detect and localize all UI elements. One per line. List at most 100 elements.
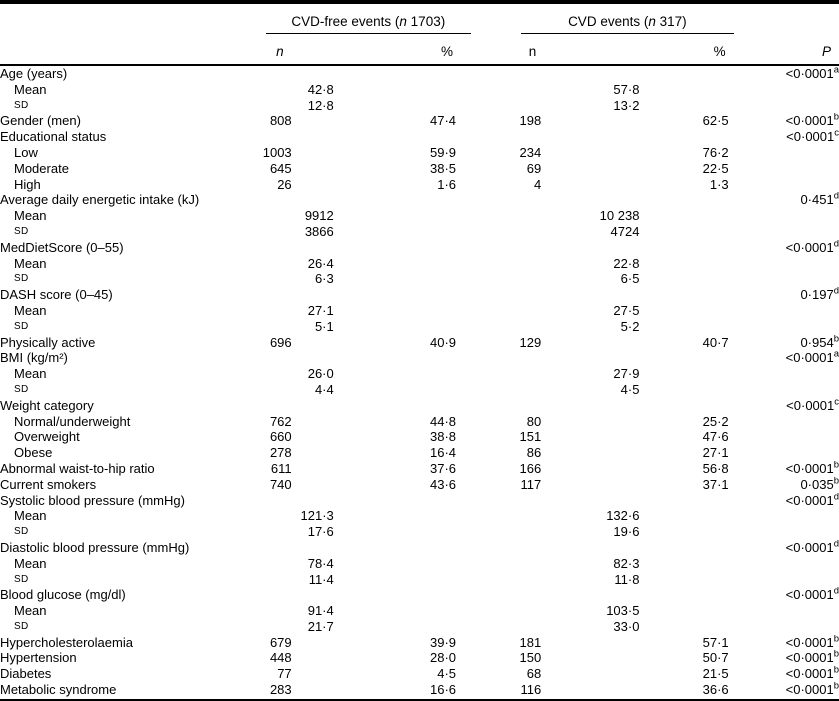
spacer-cell xyxy=(541,34,640,66)
cvdfree-n xyxy=(233,208,292,224)
cvdevents-mean-sd: 57·8 xyxy=(613,81,640,97)
p-value-cell: <0·0001a xyxy=(729,350,839,366)
cvdevents-mean-sd xyxy=(541,666,639,682)
cvdfree-n xyxy=(233,287,292,303)
p-value-cell: 0·035b xyxy=(729,476,839,493)
p-value-cell xyxy=(729,603,839,619)
cvdevents-n xyxy=(456,619,541,635)
row-label: Average daily energetic intake (kJ) xyxy=(0,192,200,208)
row-label: Low xyxy=(14,144,38,160)
row-label: Diastolic blood pressure (mmHg) xyxy=(0,539,190,555)
cvdfree-n xyxy=(233,603,292,619)
row-label: Current smokers xyxy=(0,476,97,492)
row-label: SD xyxy=(14,273,29,285)
row-label: SD xyxy=(14,573,29,585)
row-label: Moderate xyxy=(14,160,69,176)
cvdfree-mean-sd xyxy=(292,682,334,698)
cvdfree-n xyxy=(233,192,292,208)
cvdfree-pct xyxy=(334,287,456,303)
row-label: Hypercholesterolaemia xyxy=(0,634,133,650)
cvdevents-n: 151 xyxy=(519,429,542,445)
cvdevents-mean-sd xyxy=(541,429,639,445)
cvdevents-pct xyxy=(639,350,728,366)
cvdfree-mean-sd xyxy=(292,287,334,303)
cvdfree-n xyxy=(233,398,292,414)
cvdfree-n xyxy=(233,619,292,635)
cvdevents-mean-sd xyxy=(541,192,639,208)
cvdfree-n xyxy=(233,224,292,240)
cvdfree-pct: 38·8 xyxy=(430,429,457,445)
cvdevents-n: 117 xyxy=(520,476,542,492)
baseline-characteristics-table: CVD-free events (n 1703) CVD events (n 3… xyxy=(0,4,839,698)
table-row: Mean 26·0 27·9 xyxy=(0,366,839,382)
cvdfree-pct xyxy=(334,303,456,319)
cvdevents-n xyxy=(456,382,541,398)
cvdfree-pct: 59·9 xyxy=(430,144,457,160)
row-label: Mean xyxy=(14,208,47,224)
p-value-cell xyxy=(729,256,839,272)
cvdfree-pct xyxy=(334,524,456,540)
cvdfree-pct xyxy=(334,350,456,366)
cvdevents-pct: 47·6 xyxy=(702,429,729,445)
cvdfree-n xyxy=(233,129,292,145)
cvdfree-n xyxy=(233,587,292,603)
cvdevents-mean-sd xyxy=(541,65,639,82)
cvdevents-pct: 37·1 xyxy=(702,476,729,492)
table-row: Diastolic blood pressure (mmHg) <0·0001d xyxy=(0,539,839,556)
cvdfree-mean-sd xyxy=(292,429,334,445)
cvdfree-n xyxy=(233,271,292,287)
table-row: SD 17·6 19·6 xyxy=(0,524,839,540)
p-value: 0·954 xyxy=(800,334,834,350)
cvdevents-n xyxy=(456,240,541,256)
cvdfree-mean-sd: 42·8 xyxy=(307,81,334,97)
cvdfree-n xyxy=(233,240,292,256)
cvdevents-n: 80 xyxy=(526,413,542,429)
cvdevents-pct xyxy=(639,65,728,82)
cvdfree-pct xyxy=(334,603,456,619)
cvdevents-mean-sd xyxy=(541,414,639,430)
cvdevents-pct xyxy=(639,556,728,572)
cvdfree-mean-sd xyxy=(292,398,334,414)
p-value: 0·035 xyxy=(800,476,834,492)
cvdevents-n xyxy=(456,192,541,208)
row-label: Overweight xyxy=(14,429,80,445)
cvdevents-n: 166 xyxy=(519,460,542,476)
cvdevents-mean-sd xyxy=(541,493,639,509)
cvdevents-pct: 50·7 xyxy=(702,650,729,666)
row-label: Metabolic syndrome xyxy=(0,682,117,698)
p-value: <0·0001 xyxy=(786,129,835,145)
cvdfree-pct xyxy=(334,366,456,382)
p-value: <0·0001 xyxy=(786,397,835,413)
empty-label-header xyxy=(0,4,233,34)
table-row: Mean 91·4 103·5 xyxy=(0,603,839,619)
col-header-n1: n xyxy=(232,34,292,66)
p-value: <0·0001 xyxy=(785,539,834,555)
col-header-pct2: % xyxy=(639,34,729,66)
row-label: High xyxy=(14,176,41,192)
cvdfree-n: 283 xyxy=(269,682,292,698)
cvd-free-group-title: CVD-free events (n 1703) xyxy=(265,14,472,34)
cvdfree-mean-sd: 17·6 xyxy=(307,524,334,540)
row-label: Systolic blood pressure (mmHg) xyxy=(0,492,185,508)
cvdfree-pct xyxy=(334,82,456,98)
cvdfree-pct xyxy=(334,619,456,635)
table-row: Mean 121·3 132·6 xyxy=(0,508,839,524)
cvdfree-pct xyxy=(334,540,456,556)
cvdfree-pct xyxy=(334,508,456,524)
cvdfree-mean-sd: 91·4 xyxy=(307,603,334,619)
cvdfree-pct xyxy=(334,319,456,335)
cvdevents-mean-sd xyxy=(541,161,639,177)
cvdfree-mean-sd: 3866 xyxy=(304,223,334,239)
p-value-cell: 0·451d xyxy=(729,192,839,208)
row-label: Mean xyxy=(14,603,47,619)
row-label: Hypertension xyxy=(0,650,77,666)
cvdevents-mean-sd: 82·3 xyxy=(613,555,640,571)
cvdevents-mean-sd xyxy=(541,335,639,351)
p-value: <0·0001 xyxy=(785,113,834,129)
table-row: SD 12·8 13·2 xyxy=(0,98,839,114)
footnote-marker: d xyxy=(833,585,839,597)
col-header-pct1: % xyxy=(333,34,457,66)
table-row: SD 21·7 33·0 xyxy=(0,619,839,635)
p-value-cell xyxy=(729,177,839,193)
cvdevents-mean-sd xyxy=(541,650,639,666)
